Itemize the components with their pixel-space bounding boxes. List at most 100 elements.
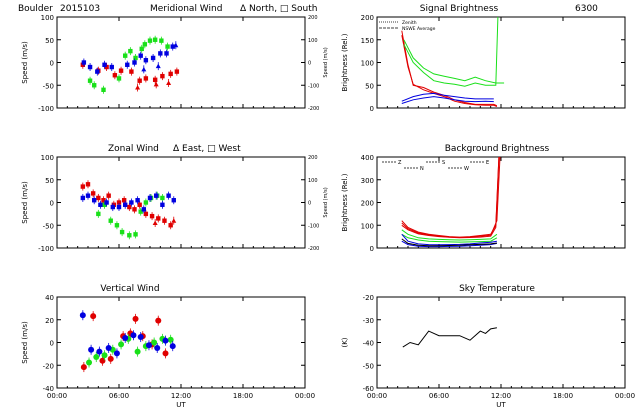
data-point bbox=[129, 69, 134, 74]
y-tick-label: 300 bbox=[361, 177, 374, 185]
data-point bbox=[143, 76, 149, 81]
data-point bbox=[152, 77, 158, 82]
data-point bbox=[127, 233, 132, 238]
data-point bbox=[118, 68, 124, 73]
data-point bbox=[174, 69, 180, 74]
plot-frame bbox=[56, 16, 306, 109]
y-tick-label: 100 bbox=[41, 154, 54, 162]
y2-tick-label: 0 bbox=[308, 61, 311, 67]
meridional-title: Meridional Wind bbox=[150, 4, 222, 14]
data-point bbox=[170, 44, 175, 49]
data-point bbox=[162, 350, 169, 357]
x-tick-label: 12:00 bbox=[171, 392, 191, 400]
data-point bbox=[164, 51, 169, 56]
data-point bbox=[134, 348, 141, 355]
x-tick-label: 18:00 bbox=[553, 392, 573, 400]
data-point bbox=[119, 229, 125, 235]
y-tick-label: 0 bbox=[50, 200, 54, 208]
data-point bbox=[137, 202, 142, 207]
y-tick-label: -20 bbox=[43, 362, 54, 370]
data-point bbox=[169, 343, 176, 350]
data-point bbox=[162, 218, 167, 223]
data-point bbox=[135, 198, 140, 203]
data-point bbox=[154, 344, 161, 351]
series-line bbox=[401, 157, 501, 239]
data-point bbox=[111, 202, 117, 207]
data-point bbox=[155, 317, 162, 324]
series-line bbox=[401, 96, 494, 104]
data-point bbox=[114, 223, 120, 228]
data-point bbox=[112, 73, 118, 78]
data-point bbox=[143, 58, 149, 63]
data-point bbox=[116, 200, 122, 205]
data-point bbox=[118, 341, 125, 348]
y-tick-label: 50 bbox=[365, 82, 374, 90]
plot-frame bbox=[376, 296, 626, 389]
y2-tick-label: 200 bbox=[308, 15, 318, 21]
y-tick-label: -100 bbox=[38, 105, 54, 113]
data-point bbox=[90, 313, 97, 320]
data-point bbox=[123, 53, 128, 58]
y-tick-label: -40 bbox=[363, 340, 374, 348]
series-line bbox=[401, 238, 497, 247]
y2-tick-label: 200 bbox=[308, 155, 318, 161]
y-tick-label: -20 bbox=[363, 294, 374, 302]
zonal-legend: Δ East, □ West bbox=[173, 144, 241, 154]
y-tick-label: -50 bbox=[363, 362, 374, 370]
data-point bbox=[138, 209, 143, 214]
legend-label: W bbox=[464, 166, 469, 172]
background-title: Background Brightness bbox=[445, 144, 550, 154]
data-point bbox=[102, 62, 107, 67]
data-point bbox=[104, 200, 109, 205]
data-point bbox=[143, 211, 149, 217]
header-date: 2015103 bbox=[60, 4, 100, 14]
legend-label: NSWE Average bbox=[402, 26, 436, 32]
data-point bbox=[92, 83, 97, 88]
data-point bbox=[104, 64, 109, 70]
legend-label: Zenith bbox=[402, 20, 417, 26]
y-tick-label: -60 bbox=[363, 385, 374, 393]
plot-frame bbox=[376, 156, 626, 249]
series-line bbox=[401, 233, 498, 243]
y-tick-label: 50 bbox=[45, 177, 54, 185]
data-point bbox=[127, 204, 132, 210]
data-point bbox=[165, 44, 170, 49]
data-point bbox=[123, 202, 128, 207]
series-line bbox=[401, 157, 500, 238]
y-tick-label: 0 bbox=[370, 245, 374, 253]
data-point bbox=[160, 73, 165, 79]
y2-tick-label: -100 bbox=[308, 223, 319, 229]
data-point bbox=[147, 38, 153, 43]
data-point bbox=[141, 66, 147, 72]
data-point bbox=[116, 204, 122, 210]
y-tick-label: 400 bbox=[361, 154, 374, 162]
data-point bbox=[116, 76, 122, 81]
data-point bbox=[121, 198, 127, 203]
data-point bbox=[156, 216, 161, 221]
x-tick-label: 00:00 bbox=[367, 392, 387, 400]
y2-tick-label: 100 bbox=[308, 178, 318, 184]
y-axis-label: Brightness (Rel.) bbox=[341, 33, 349, 91]
data-point bbox=[87, 64, 93, 70]
legend-label: Z bbox=[398, 160, 402, 166]
signal-brightness-panel: 0 50 100 150 200 Brightness (Rel.) ZenithNSWE … bbox=[341, 14, 626, 113]
data-point bbox=[93, 354, 100, 361]
data-point bbox=[85, 193, 91, 198]
y-tick-label: 150 bbox=[361, 37, 374, 45]
data-point bbox=[106, 193, 111, 198]
sky-title: Sky Temperature bbox=[459, 284, 535, 294]
y-tick-label: 0 bbox=[370, 105, 374, 113]
data-point bbox=[173, 42, 179, 48]
data-point bbox=[96, 211, 101, 217]
data-point bbox=[90, 191, 96, 196]
data-point bbox=[159, 38, 164, 43]
data-point bbox=[80, 184, 86, 189]
data-point bbox=[139, 46, 144, 52]
legend-label: E bbox=[486, 160, 489, 166]
plot-body bbox=[401, 157, 501, 248]
y-tick-label: 0 bbox=[50, 60, 54, 68]
data-point bbox=[168, 223, 173, 228]
series-line bbox=[401, 229, 498, 241]
x-tick-label: 00:00 bbox=[47, 392, 67, 400]
